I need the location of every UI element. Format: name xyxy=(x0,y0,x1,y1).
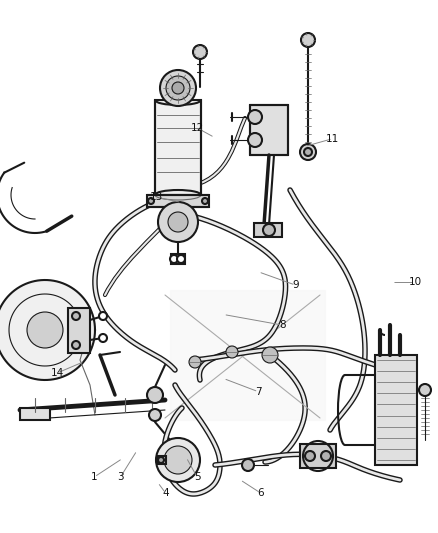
Text: 8: 8 xyxy=(279,320,286,330)
Circle shape xyxy=(193,45,207,59)
Circle shape xyxy=(99,334,107,342)
Polygon shape xyxy=(170,290,325,420)
Circle shape xyxy=(149,409,161,421)
Circle shape xyxy=(158,457,164,463)
Circle shape xyxy=(419,384,431,396)
Circle shape xyxy=(177,255,185,263)
Circle shape xyxy=(305,451,315,461)
Circle shape xyxy=(147,387,163,403)
Circle shape xyxy=(156,438,200,482)
Text: 3: 3 xyxy=(117,472,124,482)
Circle shape xyxy=(166,76,190,100)
Bar xyxy=(155,100,201,195)
Circle shape xyxy=(158,202,198,242)
Text: 4: 4 xyxy=(162,488,169,498)
Text: 5: 5 xyxy=(194,472,201,482)
Text: 6: 6 xyxy=(257,488,264,498)
Circle shape xyxy=(172,82,184,94)
Circle shape xyxy=(72,312,80,320)
Circle shape xyxy=(99,312,107,320)
Bar xyxy=(147,195,209,207)
Bar xyxy=(300,444,336,468)
Circle shape xyxy=(164,446,192,474)
Circle shape xyxy=(72,341,80,349)
Circle shape xyxy=(301,33,315,47)
Bar xyxy=(250,105,288,155)
Circle shape xyxy=(27,312,63,348)
Text: 7: 7 xyxy=(255,387,262,397)
Bar xyxy=(20,408,50,420)
Circle shape xyxy=(248,133,262,147)
Circle shape xyxy=(226,346,238,358)
Circle shape xyxy=(304,148,312,156)
Text: 12: 12 xyxy=(191,123,204,133)
Bar xyxy=(254,223,282,237)
Text: 9: 9 xyxy=(292,280,299,290)
Circle shape xyxy=(160,70,196,106)
Text: 11: 11 xyxy=(326,134,339,143)
Text: 13: 13 xyxy=(150,192,163,202)
Text: 10: 10 xyxy=(409,278,422,287)
Circle shape xyxy=(300,144,316,160)
Circle shape xyxy=(202,198,208,204)
Circle shape xyxy=(262,347,278,363)
Bar xyxy=(68,308,90,353)
Text: 1: 1 xyxy=(91,472,98,482)
Circle shape xyxy=(148,198,154,204)
Polygon shape xyxy=(0,280,95,380)
Circle shape xyxy=(263,224,275,236)
Circle shape xyxy=(242,459,254,471)
Circle shape xyxy=(168,212,188,232)
Circle shape xyxy=(189,356,201,368)
Circle shape xyxy=(170,255,178,263)
Circle shape xyxy=(248,110,262,124)
Circle shape xyxy=(321,451,331,461)
Bar xyxy=(158,456,166,464)
Text: 14: 14 xyxy=(50,368,64,378)
Bar xyxy=(375,355,417,465)
Bar xyxy=(171,254,185,264)
